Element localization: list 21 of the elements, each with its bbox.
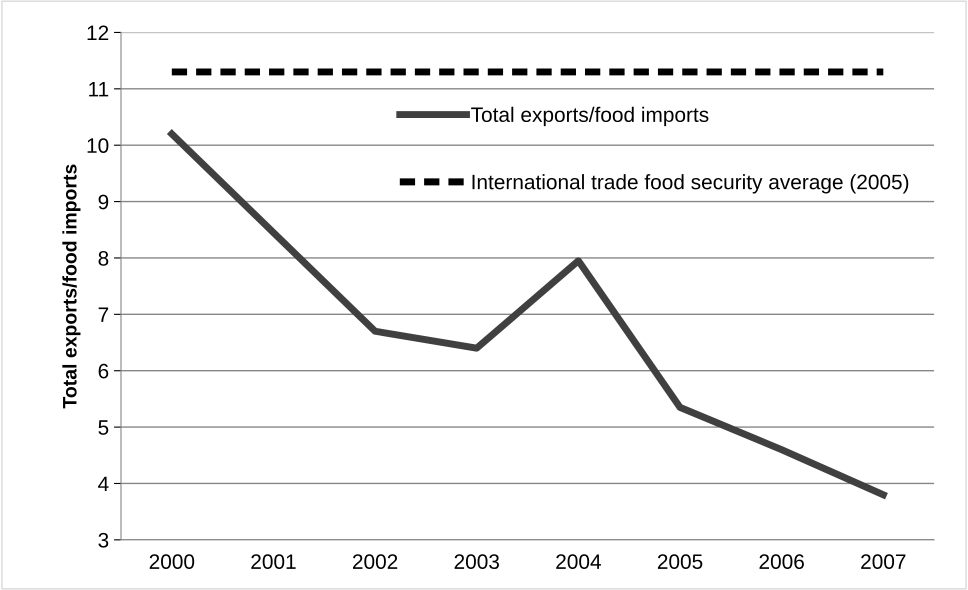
y-tick-label: 12 — [88, 25, 108, 40]
y-tick-label: 8 — [98, 250, 108, 266]
x-tick-label: 2002 — [352, 554, 398, 570]
y-tick-label: 5 — [98, 420, 108, 435]
y-tick-label: 7 — [98, 308, 108, 322]
x-tick-label: 2003 — [454, 554, 499, 570]
x-tick-label: 2007 — [861, 554, 906, 570]
legend-label: Total exports/food imports — [471, 106, 708, 126]
y-tick-label: 11 — [89, 82, 108, 96]
y-tick-label: 6 — [98, 364, 108, 378]
y-tick-label: 10 — [88, 138, 108, 153]
x-tick-label: 2000 — [150, 554, 194, 570]
y-tick-label: 9 — [98, 194, 108, 210]
y-tick-label: 3 — [98, 532, 108, 548]
x-tick-label: 2006 — [760, 554, 804, 570]
x-tick-label: 2001 — [251, 554, 296, 570]
x-tick-label: 2005 — [658, 554, 702, 570]
legend-label: International trade food security average (2005) — [472, 174, 908, 194]
x-tick-label: 2004 — [556, 554, 601, 570]
y-tick-label: 4 — [98, 476, 109, 492]
y-axis-title: Total exports/food imports — [62, 164, 80, 408]
